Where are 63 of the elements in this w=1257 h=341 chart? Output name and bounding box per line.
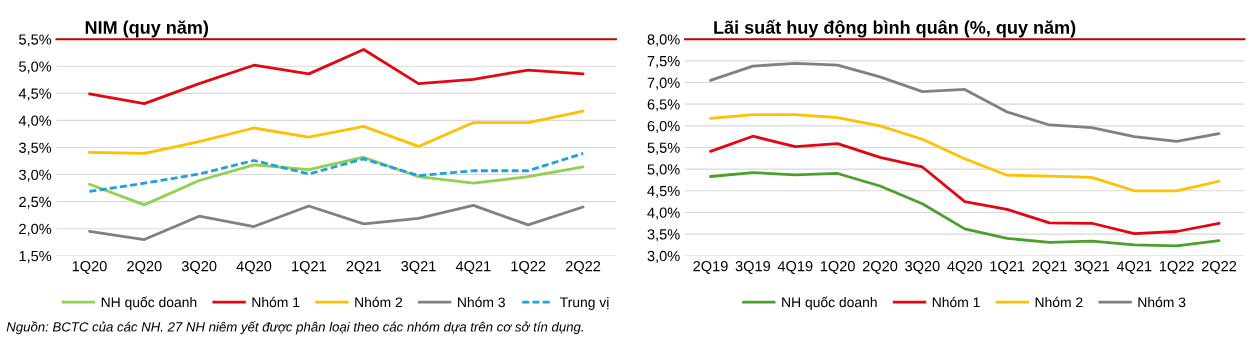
y-tick-label: 2,5% [19, 196, 52, 209]
chart-title: Lãi suất huy động bình quân (%, quy năm) [714, 19, 1076, 38]
line-series [709, 171, 1221, 248]
legend-label: Nhóm 2 [355, 296, 403, 308]
legend-label: Nhóm 1 [932, 296, 980, 308]
y-tick-label: 6,5% [647, 99, 680, 112]
x-tick-label: 3Q21 [401, 261, 436, 274]
y-tick-label: 7,0% [647, 77, 680, 90]
chart-title: NIM (quy năm) [85, 20, 209, 38]
legend-label: Nhóm 2 [1035, 296, 1083, 308]
x-tick-label: 1Q20 [820, 261, 855, 274]
text: Nguồn: BCTC của các NH. 27 NH niêm yết được phân loại theo các nhóm dựa trên cơ sở tín dụng. [6, 321, 583, 335]
x-tick-label: 2Q22 [565, 261, 601, 274]
x-tick-label: 1Q22 [511, 261, 546, 274]
legend-label: Nhóm 3 [1138, 296, 1186, 308]
y-tick-label: 6,0% [647, 120, 680, 133]
y-tick-label: 3,5% [647, 229, 680, 242]
x-tick-label: 4Q21 [455, 261, 491, 274]
x-tick-label: 4Q20 [947, 261, 983, 274]
y-tick-label: 3,0% [19, 169, 52, 182]
x-tick-label: 4Q21 [1116, 261, 1152, 274]
legend-label: Nhóm 3 [458, 296, 505, 308]
x-tick-label: 3Q20 [905, 261, 940, 274]
y-tick-label: 5,5% [19, 34, 52, 47]
x-tick-label: 1Q21 [990, 261, 1025, 274]
line-series [709, 62, 1221, 143]
x-tick-label: 2Q21 [1032, 261, 1067, 274]
y-tick-label: 5,0% [19, 61, 52, 74]
legend-label: Trung vị [560, 297, 609, 310]
y-tick-label: 4,5% [647, 185, 680, 198]
x-tick-label: 3Q20 [181, 261, 217, 274]
line-series [88, 204, 585, 241]
line-series [88, 152, 585, 193]
x-tick-label: 2Q22 [1201, 261, 1237, 274]
line-series [88, 109, 585, 155]
x-tick-label: 4Q19 [777, 261, 813, 274]
y-tick-label: 3,0% [647, 250, 680, 263]
y-tick-label: 4,0% [647, 207, 680, 220]
y-tick-label: 2,0% [19, 223, 52, 236]
y-tick-label: 4,5% [18, 88, 52, 101]
line-series [709, 113, 1221, 193]
y-tick-label: 7,5% [647, 56, 680, 69]
line-series [88, 48, 585, 106]
legend-label: NH quốc doanh [101, 296, 197, 310]
legend-label: Nhóm 1 [252, 296, 300, 308]
x-tick-label: 2Q20 [127, 261, 162, 274]
line-series [709, 134, 1221, 236]
y-tick-label: 5,0% [647, 164, 680, 177]
x-tick-label: 1Q22 [1159, 261, 1194, 274]
x-tick-label: 1Q21 [292, 261, 326, 274]
x-tick-label: 2Q21 [346, 261, 381, 274]
y-tick-label: 4,0% [18, 115, 52, 128]
legend-label: NH quốc doanh [782, 296, 877, 310]
x-tick-label: 3Q21 [1074, 261, 1109, 274]
y-tick-label: 3,5% [19, 142, 52, 155]
x-tick-label: 2Q20 [862, 261, 898, 274]
y-tick-label: 5,5% [647, 142, 680, 155]
x-tick-label: 3Q19 [735, 261, 771, 274]
y-tick-label: 1,5% [19, 250, 52, 263]
y-tick-label: 8,0% [647, 34, 680, 47]
x-tick-label: 1Q20 [72, 261, 107, 274]
x-tick-label: 4Q20 [236, 261, 272, 274]
x-tick-label: 2Q19 [693, 261, 728, 274]
